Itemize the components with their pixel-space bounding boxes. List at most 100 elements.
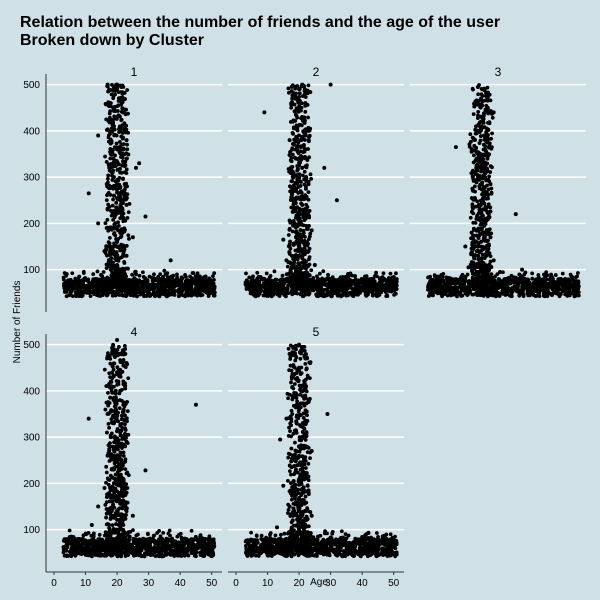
data-point [527, 292, 532, 297]
data-point [107, 115, 112, 120]
data-point [290, 209, 295, 214]
data-point [289, 266, 294, 271]
data-point [570, 275, 575, 279]
data-point [297, 133, 302, 138]
data-point [297, 94, 302, 99]
data-point [178, 282, 183, 287]
data-point [540, 277, 545, 282]
data-point [340, 275, 345, 279]
data-point [184, 275, 188, 279]
data-point [134, 165, 138, 170]
data-point [294, 123, 299, 128]
data-point [211, 537, 216, 542]
data-point [114, 283, 118, 288]
data-point [188, 282, 193, 287]
data-point [211, 274, 215, 279]
data-point [109, 252, 114, 256]
data-point [101, 270, 106, 274]
data-point [212, 271, 217, 275]
data-point [72, 285, 77, 289]
data-point [127, 279, 132, 284]
data-point [303, 109, 308, 114]
data-point [290, 83, 295, 88]
y-tick-label: 200 [23, 479, 40, 490]
data-point [485, 161, 490, 166]
data-point [171, 285, 176, 290]
data-point [375, 292, 380, 296]
data-point [486, 279, 491, 283]
data-point [203, 280, 208, 285]
data-point [118, 216, 123, 221]
data-point [441, 271, 446, 276]
data-point [372, 284, 377, 289]
data-point [125, 192, 130, 197]
data-point [192, 279, 196, 284]
data-point [118, 198, 123, 203]
data-point [124, 294, 128, 299]
data-point [251, 282, 256, 287]
data-point [490, 115, 495, 120]
data-point [106, 184, 110, 189]
data-point [475, 175, 480, 180]
data-point [485, 156, 490, 161]
data-point [473, 138, 478, 142]
data-point [536, 273, 541, 277]
data-point [486, 196, 490, 201]
data-point [184, 286, 189, 291]
data-point [114, 159, 119, 163]
data-point [290, 119, 295, 124]
data-point [300, 239, 305, 244]
data-point [122, 91, 127, 95]
data-point [198, 293, 203, 298]
data-point [120, 125, 125, 130]
data-point [297, 156, 302, 160]
data-point [293, 235, 298, 240]
data-point [186, 293, 191, 298]
data-point [520, 267, 525, 272]
data-point [431, 286, 436, 291]
data-point [475, 253, 480, 258]
data-point [544, 289, 549, 294]
data-point [485, 267, 490, 272]
data-point [152, 286, 157, 291]
y-tick-label: 200 [23, 219, 40, 230]
data-point [121, 219, 126, 224]
data-point [99, 272, 103, 277]
data-point [295, 248, 300, 253]
data-point [119, 201, 124, 206]
data-point [67, 284, 72, 289]
data-point [392, 292, 396, 297]
data-point [111, 193, 116, 198]
data-point [147, 283, 152, 288]
data-point [249, 290, 254, 295]
data-point [111, 208, 116, 213]
data-point [303, 132, 308, 137]
data-point [513, 212, 518, 217]
data-point [296, 243, 301, 248]
data-point [114, 205, 118, 210]
data-point [317, 271, 322, 276]
data-point [118, 170, 123, 175]
data-point [89, 289, 94, 294]
data-point [309, 228, 314, 233]
data-point [377, 277, 382, 281]
data-point [286, 271, 291, 276]
data-point [128, 290, 133, 295]
data-point [376, 282, 381, 286]
data-point [126, 152, 131, 157]
data-point [468, 139, 473, 144]
data-point [135, 294, 139, 299]
data-point [457, 277, 461, 282]
data-point [120, 106, 125, 111]
data-point [103, 101, 108, 106]
data-point [113, 179, 118, 184]
data-point [264, 271, 269, 276]
data-point [473, 282, 478, 287]
data-point [119, 118, 124, 123]
data-point [303, 243, 308, 248]
data-point [293, 269, 298, 274]
data-point [291, 199, 296, 204]
data-point [192, 292, 196, 297]
data-point [479, 119, 484, 124]
data-point [124, 243, 129, 248]
